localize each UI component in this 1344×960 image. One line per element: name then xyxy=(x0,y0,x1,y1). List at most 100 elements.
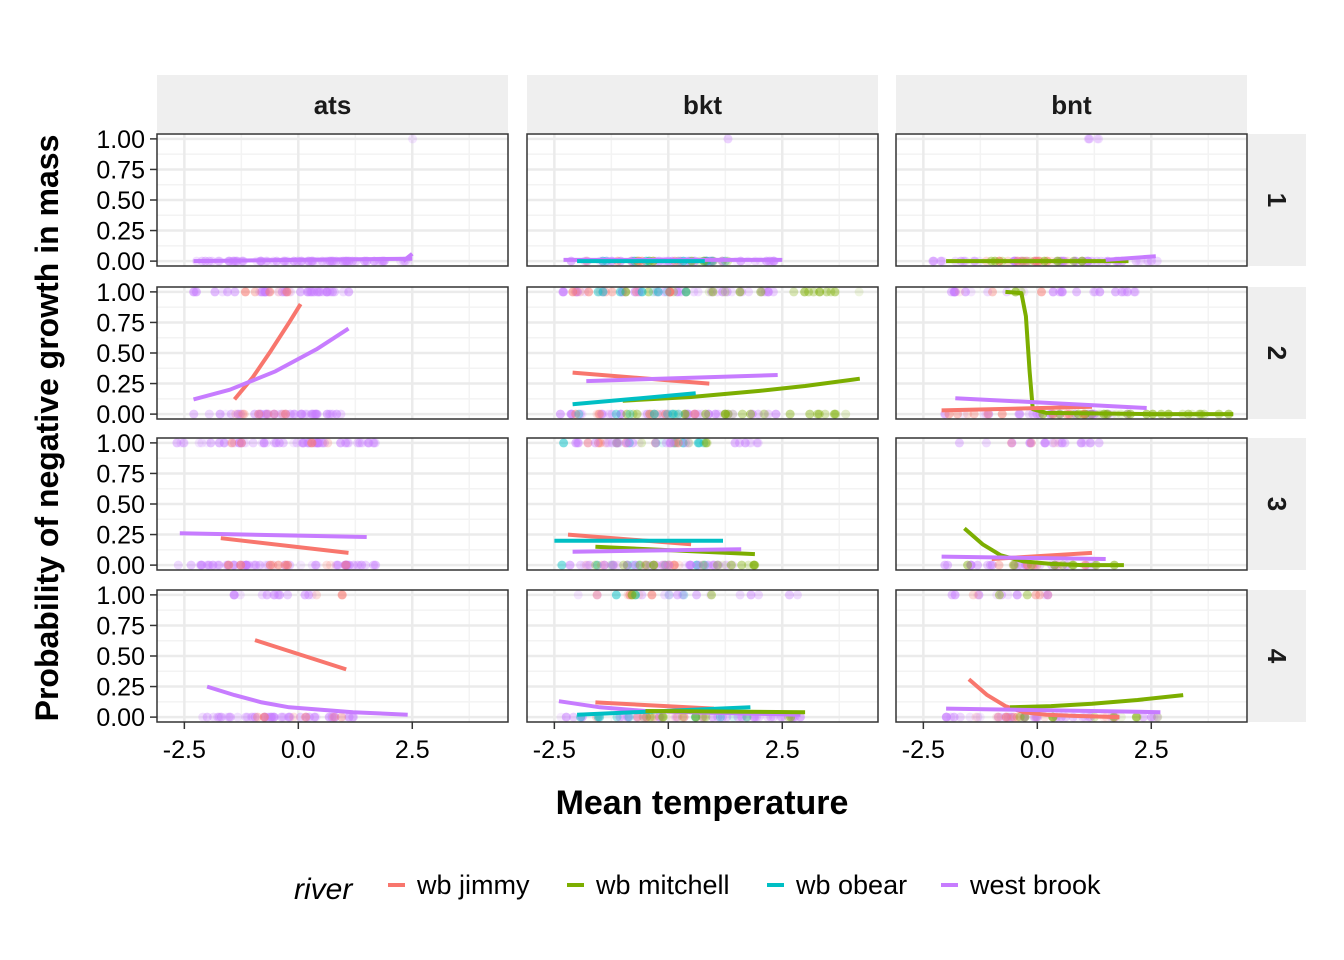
data-point xyxy=(299,438,309,448)
data-point xyxy=(256,409,266,419)
data-point xyxy=(611,409,621,419)
data-point xyxy=(216,712,226,722)
data-point xyxy=(692,560,702,570)
data-point xyxy=(1129,287,1139,297)
data-point xyxy=(215,409,225,419)
data-point xyxy=(290,409,300,419)
data-point xyxy=(369,560,378,570)
row-strip-1 xyxy=(1248,134,1306,266)
data-point xyxy=(994,560,1004,570)
data-point xyxy=(997,409,1007,419)
data-point xyxy=(408,134,418,144)
data-point xyxy=(702,438,712,448)
data-point xyxy=(971,712,981,722)
y-tick-label: 0.50 xyxy=(96,491,145,519)
fit-line-wb-mitchell xyxy=(1005,289,1234,417)
data-point xyxy=(657,438,667,448)
data-point xyxy=(624,438,634,448)
data-point xyxy=(1050,438,1060,448)
data-point xyxy=(969,409,979,419)
data-point xyxy=(583,438,593,448)
data-point xyxy=(250,287,260,297)
x-tick-label: 0.0 xyxy=(651,736,686,764)
panel-ats-2 xyxy=(156,286,509,420)
data-point xyxy=(227,438,237,448)
data-point xyxy=(612,438,622,448)
panel-bkt-2 xyxy=(526,286,879,420)
data-point xyxy=(237,409,246,419)
data-point xyxy=(936,256,946,266)
data-point xyxy=(658,409,668,419)
data-point xyxy=(651,287,661,297)
data-point xyxy=(750,560,760,570)
data-point xyxy=(569,712,578,722)
data-point xyxy=(666,438,675,448)
data-point xyxy=(640,560,650,570)
data-point xyxy=(992,712,1002,722)
data-point xyxy=(273,287,283,297)
data-point xyxy=(667,409,677,419)
data-point xyxy=(194,438,204,448)
data-point xyxy=(669,409,678,419)
data-point xyxy=(296,287,305,297)
y-tick-label: 0.00 xyxy=(96,248,145,276)
data-point xyxy=(622,409,632,419)
data-point xyxy=(712,560,722,570)
data-point xyxy=(693,287,703,297)
data-point xyxy=(277,712,286,722)
data-point xyxy=(973,712,983,722)
data-point xyxy=(672,287,682,297)
data-point xyxy=(784,590,794,600)
data-point xyxy=(697,560,707,570)
data-point xyxy=(669,560,679,570)
data-point xyxy=(307,560,317,570)
data-point xyxy=(353,438,362,448)
data-point xyxy=(1012,712,1022,722)
data-point xyxy=(559,438,569,448)
data-point xyxy=(284,287,294,297)
data-point xyxy=(1007,712,1017,722)
data-point xyxy=(649,409,659,419)
data-point xyxy=(323,438,333,448)
x-tick-label: -2.5 xyxy=(533,736,576,764)
data-point xyxy=(561,712,571,722)
data-point xyxy=(330,712,340,722)
data-point xyxy=(1048,287,1058,297)
data-point xyxy=(704,409,714,419)
data-point xyxy=(1009,560,1019,570)
data-point xyxy=(753,438,763,448)
data-point xyxy=(302,409,312,419)
data-point xyxy=(256,409,266,419)
data-point xyxy=(255,409,265,419)
fit-line-wb-jimmy xyxy=(941,404,1093,413)
data-point xyxy=(306,438,316,448)
data-point xyxy=(607,438,617,448)
data-point xyxy=(992,590,1002,600)
data-point xyxy=(1014,560,1023,570)
data-point xyxy=(704,409,713,419)
data-point xyxy=(304,590,314,600)
data-point xyxy=(712,287,722,297)
data-point xyxy=(822,287,832,297)
y-axis-title: Probability of negative growth in mass xyxy=(29,135,65,722)
data-point xyxy=(637,590,647,600)
data-point xyxy=(814,409,824,419)
data-point xyxy=(649,560,659,570)
data-point xyxy=(983,409,993,419)
data-point xyxy=(234,438,244,448)
data-point xyxy=(623,712,633,722)
data-point xyxy=(961,287,970,297)
data-point xyxy=(710,409,720,419)
data-point xyxy=(1007,438,1017,448)
data-point xyxy=(301,712,311,722)
data-point xyxy=(681,287,691,297)
data-point xyxy=(571,438,581,448)
data-point xyxy=(830,287,840,297)
data-point xyxy=(208,560,218,570)
data-point xyxy=(1010,560,1019,570)
data-point xyxy=(1001,712,1011,722)
data-point xyxy=(1040,438,1050,448)
data-point xyxy=(942,712,951,722)
data-point xyxy=(352,560,362,570)
